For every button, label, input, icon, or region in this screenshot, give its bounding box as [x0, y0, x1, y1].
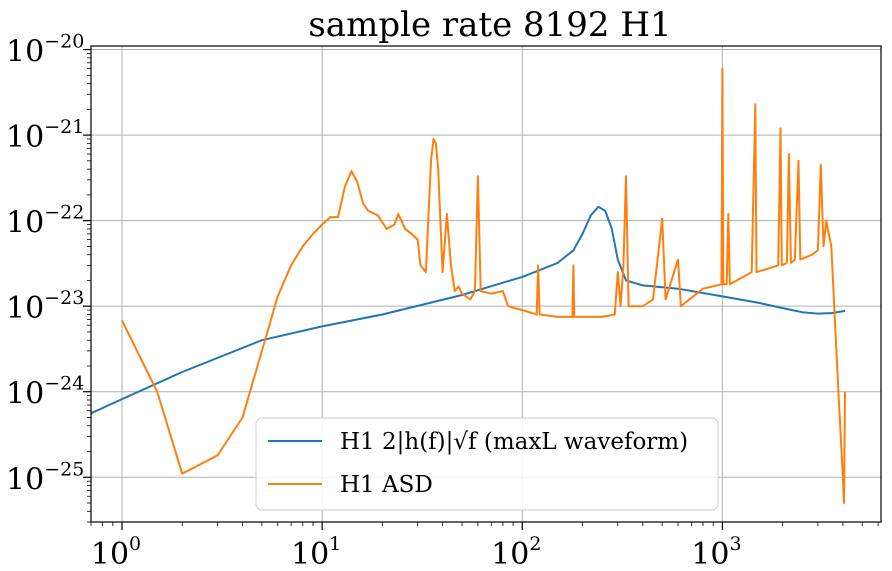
x-tick-label: 102: [491, 533, 541, 571]
x-tick-label: 100: [91, 533, 141, 571]
y-tick-label: 10−23: [6, 287, 84, 326]
legend-box: [255, 417, 719, 511]
legend-label-maxl-waveform: H1 2|h(f)|√f (maxL waveform): [340, 429, 688, 455]
y-tick-label: 10−25: [6, 458, 84, 497]
y-tick-label: 10−21: [6, 116, 84, 155]
series-line-h1-asd: [121, 67, 846, 504]
y-tick-label: 10−22: [6, 202, 84, 241]
ticks: 100 101 102 103 10−25 10−24 10−23 10−22 10−21 10−…: [6, 31, 879, 571]
x-tick-label: 103: [691, 533, 741, 571]
y-tick-label: 10−20: [6, 31, 84, 70]
series-line-maxl-waveform: [90, 205, 846, 415]
chart-title: sample rate 8192 H1: [308, 5, 671, 45]
legend: H1 2|h(f)|√f (maxL waveform) H1 ASD: [255, 417, 719, 511]
plot-frame: [90, 45, 882, 523]
y-tick-label: 10−24: [6, 373, 84, 412]
series-layer: [90, 67, 846, 504]
legend-label-h1-asd: H1 ASD: [340, 472, 433, 498]
x-tick-label: 101: [291, 533, 341, 571]
